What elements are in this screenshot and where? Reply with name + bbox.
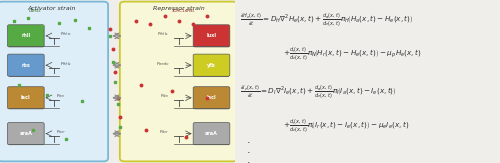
Text: $.$: $.$	[246, 155, 250, 163]
Text: C4HSL: C4HSL	[29, 9, 42, 13]
FancyBboxPatch shape	[193, 123, 230, 145]
Text: $P_{con}$: $P_{con}$	[56, 93, 66, 100]
FancyBboxPatch shape	[8, 123, 44, 145]
Text: 3OHC14HSL: 3OHC14HSL	[172, 9, 195, 13]
Text: rhll: rhll	[22, 33, 30, 38]
Text: lacI: lacI	[206, 95, 216, 100]
FancyBboxPatch shape	[8, 25, 44, 47]
Text: $P_{rhlrbc}$: $P_{rhlrbc}$	[60, 60, 72, 68]
Text: Activator strain: Activator strain	[28, 6, 76, 11]
Text: Repressor strain: Repressor strain	[152, 6, 204, 11]
FancyBboxPatch shape	[8, 87, 44, 109]
FancyBboxPatch shape	[120, 2, 238, 161]
Text: rbs: rbs	[22, 63, 30, 68]
Text: $P_{conrbc}$: $P_{conrbc}$	[156, 60, 169, 68]
Text: $+ \frac{d_r(x,t)}{d_e(x,t)}\pi_I\!\left(I_r(x,t) - I_e(x,t)\right) - \mu_e I_e(: $+ \frac{d_r(x,t)}{d_e(x,t)}\pi_I\!\left…	[282, 117, 409, 134]
Text: $.$: $.$	[246, 145, 250, 155]
Text: $\frac{\partial I_e(x,t)}{\partial t} = D_I \nabla^2 I_e(x,t) + \frac{d_a(x,t)}{: $\frac{\partial I_e(x,t)}{\partial t} = …	[240, 83, 397, 100]
Text: araA: araA	[20, 131, 32, 136]
Text: $+ \frac{d_r(x,t)}{d_e(x,t)}\pi_N\!\left(H_r(x,t) - H_e(x,t)\right) - \mu_p H_e(: $+ \frac{d_r(x,t)}{d_e(x,t)}\pi_N\!\left…	[282, 45, 422, 62]
Text: $\frac{\partial H_e(x,t)}{\partial t} = D_H \nabla^2 H_e(x,t) + \frac{d_a(x,t)}{: $\frac{\partial H_e(x,t)}{\partial t} = …	[240, 11, 414, 28]
Text: $P_{rhlrbc}$: $P_{rhlrbc}$	[157, 31, 169, 38]
Text: $.$: $.$	[246, 135, 250, 145]
Text: $P_{cbn}$: $P_{cbn}$	[160, 93, 169, 100]
Text: $P_{rhlrac}$: $P_{rhlrac}$	[60, 31, 72, 38]
FancyBboxPatch shape	[0, 2, 108, 161]
FancyBboxPatch shape	[193, 25, 230, 47]
Text: $P_{con^*}$: $P_{con^*}$	[56, 129, 67, 136]
Text: $P_{cbn^*}$: $P_{cbn^*}$	[158, 129, 169, 136]
Text: araA: araA	[205, 131, 218, 136]
FancyBboxPatch shape	[193, 54, 230, 76]
Text: luxI: luxI	[206, 33, 216, 38]
FancyBboxPatch shape	[8, 54, 44, 76]
FancyBboxPatch shape	[193, 87, 230, 109]
Text: yfb: yfb	[207, 63, 216, 68]
Text: lacI: lacI	[21, 95, 30, 100]
